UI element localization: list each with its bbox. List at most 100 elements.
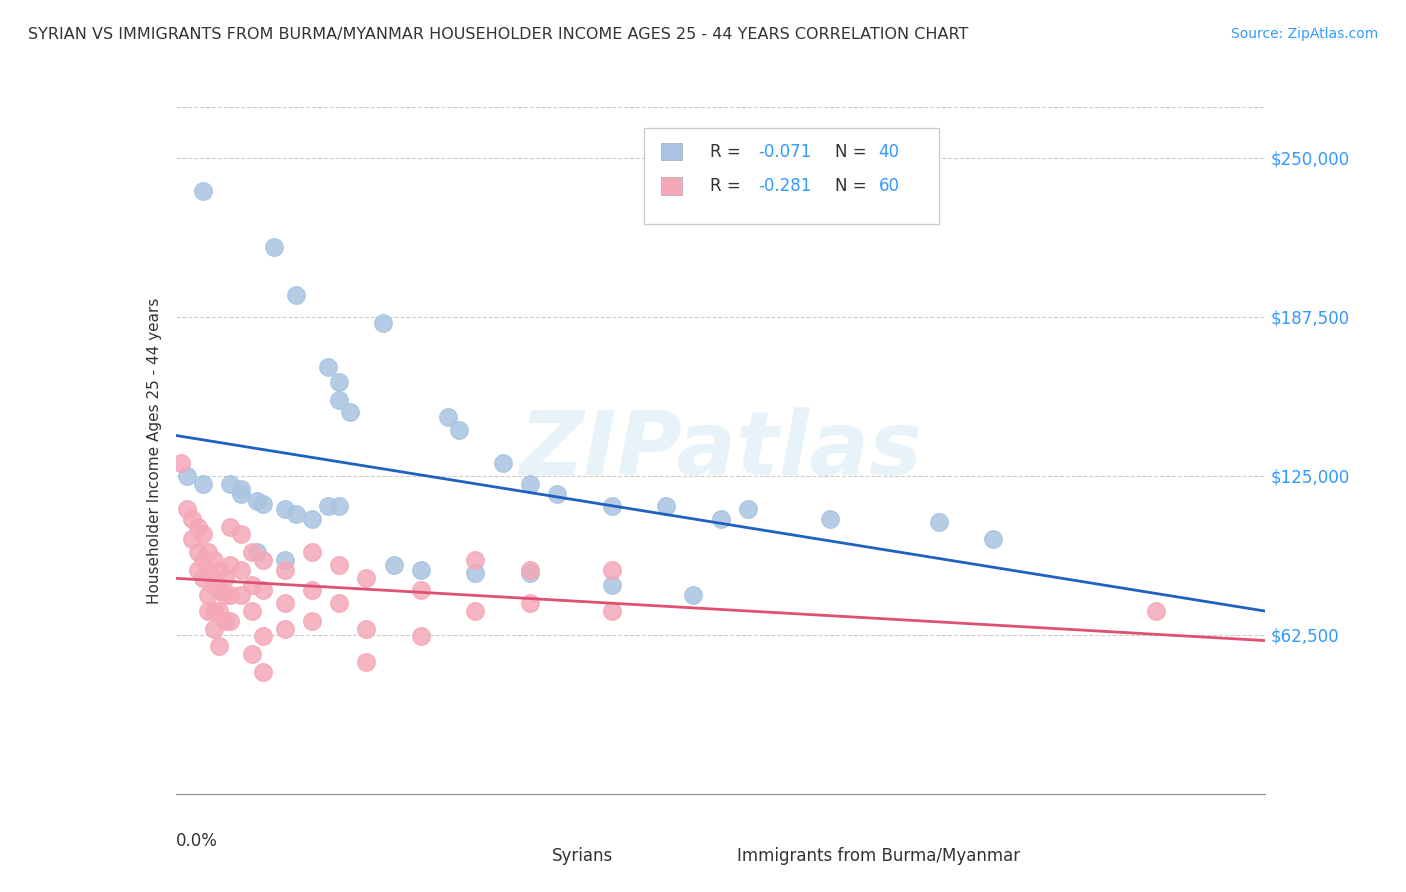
Point [301, 583, 323, 598]
Point [655, 500, 678, 514]
Point [682, 589, 704, 603]
Text: -0.281: -0.281 [759, 177, 813, 195]
Point [371, 316, 394, 330]
Point [176, 502, 198, 516]
Point [600, 604, 623, 618]
FancyBboxPatch shape [644, 128, 939, 224]
Point [447, 423, 470, 437]
Text: 60: 60 [879, 177, 900, 195]
Point [240, 545, 263, 559]
Bar [503, 843, 537, 868]
Point [409, 563, 432, 577]
Point [710, 512, 733, 526]
Point [176, 469, 198, 483]
Point [464, 604, 486, 618]
Point [186, 520, 209, 534]
Text: SYRIAN VS IMMIGRANTS FROM BURMA/MYANMAR HOUSEHOLDER INCOME AGES 25 - 44 YEARS CO: SYRIAN VS IMMIGRANTS FROM BURMA/MYANMAR … [28, 27, 969, 42]
Point [437, 410, 460, 425]
Point [219, 589, 242, 603]
Point [356, 571, 378, 585]
Point [219, 520, 242, 534]
Point [252, 629, 274, 643]
Point [464, 566, 486, 580]
Point [301, 614, 323, 628]
Point [328, 392, 350, 407]
Point [464, 553, 486, 567]
Point [202, 622, 225, 636]
Point [356, 622, 378, 636]
Point [1144, 604, 1167, 618]
Point [181, 512, 204, 526]
Point [186, 545, 209, 559]
Point [214, 571, 236, 585]
Point [202, 553, 225, 567]
Point [191, 527, 214, 541]
Text: R =: R = [710, 143, 745, 161]
Point [382, 558, 405, 572]
Point [328, 558, 350, 572]
Point [186, 563, 209, 577]
Point [600, 563, 623, 577]
Point [928, 515, 950, 529]
Point [191, 184, 214, 198]
Point [219, 476, 242, 491]
Point [328, 375, 350, 389]
Text: ZIPatlas: ZIPatlas [519, 407, 922, 494]
Point [231, 563, 253, 577]
Point [181, 533, 204, 547]
Point [231, 482, 253, 496]
Text: Source: ZipAtlas.com: Source: ZipAtlas.com [1230, 27, 1378, 41]
Point [328, 500, 350, 514]
Point [981, 533, 1004, 547]
Point [274, 563, 297, 577]
Point [328, 596, 350, 610]
Point [240, 578, 263, 592]
Point [197, 563, 219, 577]
Point [284, 288, 307, 302]
Point [197, 604, 219, 618]
Point [170, 456, 193, 470]
Point [208, 583, 231, 598]
Point [252, 583, 274, 598]
Point [191, 553, 214, 567]
Point [219, 614, 242, 628]
Point [240, 647, 263, 661]
Point [274, 553, 297, 567]
Bar [661, 143, 682, 161]
Point [214, 589, 236, 603]
Text: Syrians: Syrians [551, 847, 613, 864]
Point [301, 545, 323, 559]
Point [246, 545, 269, 559]
Text: 0.0%: 0.0% [176, 831, 218, 850]
Point [197, 545, 219, 559]
Point [246, 494, 269, 508]
Point [301, 512, 323, 526]
Text: N =: N = [835, 143, 872, 161]
Point [197, 589, 219, 603]
Point [600, 500, 623, 514]
Point [231, 527, 253, 541]
Point [191, 476, 214, 491]
Point [191, 571, 214, 585]
Point [356, 655, 378, 669]
Point [240, 604, 263, 618]
Point [274, 622, 297, 636]
Point [202, 578, 225, 592]
Point [519, 476, 541, 491]
Point [263, 240, 285, 254]
Point [519, 566, 541, 580]
Text: -0.071: -0.071 [759, 143, 811, 161]
Point [231, 486, 253, 500]
Point [274, 502, 297, 516]
Point [208, 604, 231, 618]
Point [339, 405, 361, 419]
Point [519, 563, 541, 577]
Point [219, 558, 242, 572]
Point [318, 359, 340, 374]
Text: N =: N = [835, 177, 872, 195]
Point [818, 512, 841, 526]
Point [214, 614, 236, 628]
Text: 40: 40 [879, 143, 900, 161]
Bar [661, 178, 682, 194]
Point [600, 578, 623, 592]
